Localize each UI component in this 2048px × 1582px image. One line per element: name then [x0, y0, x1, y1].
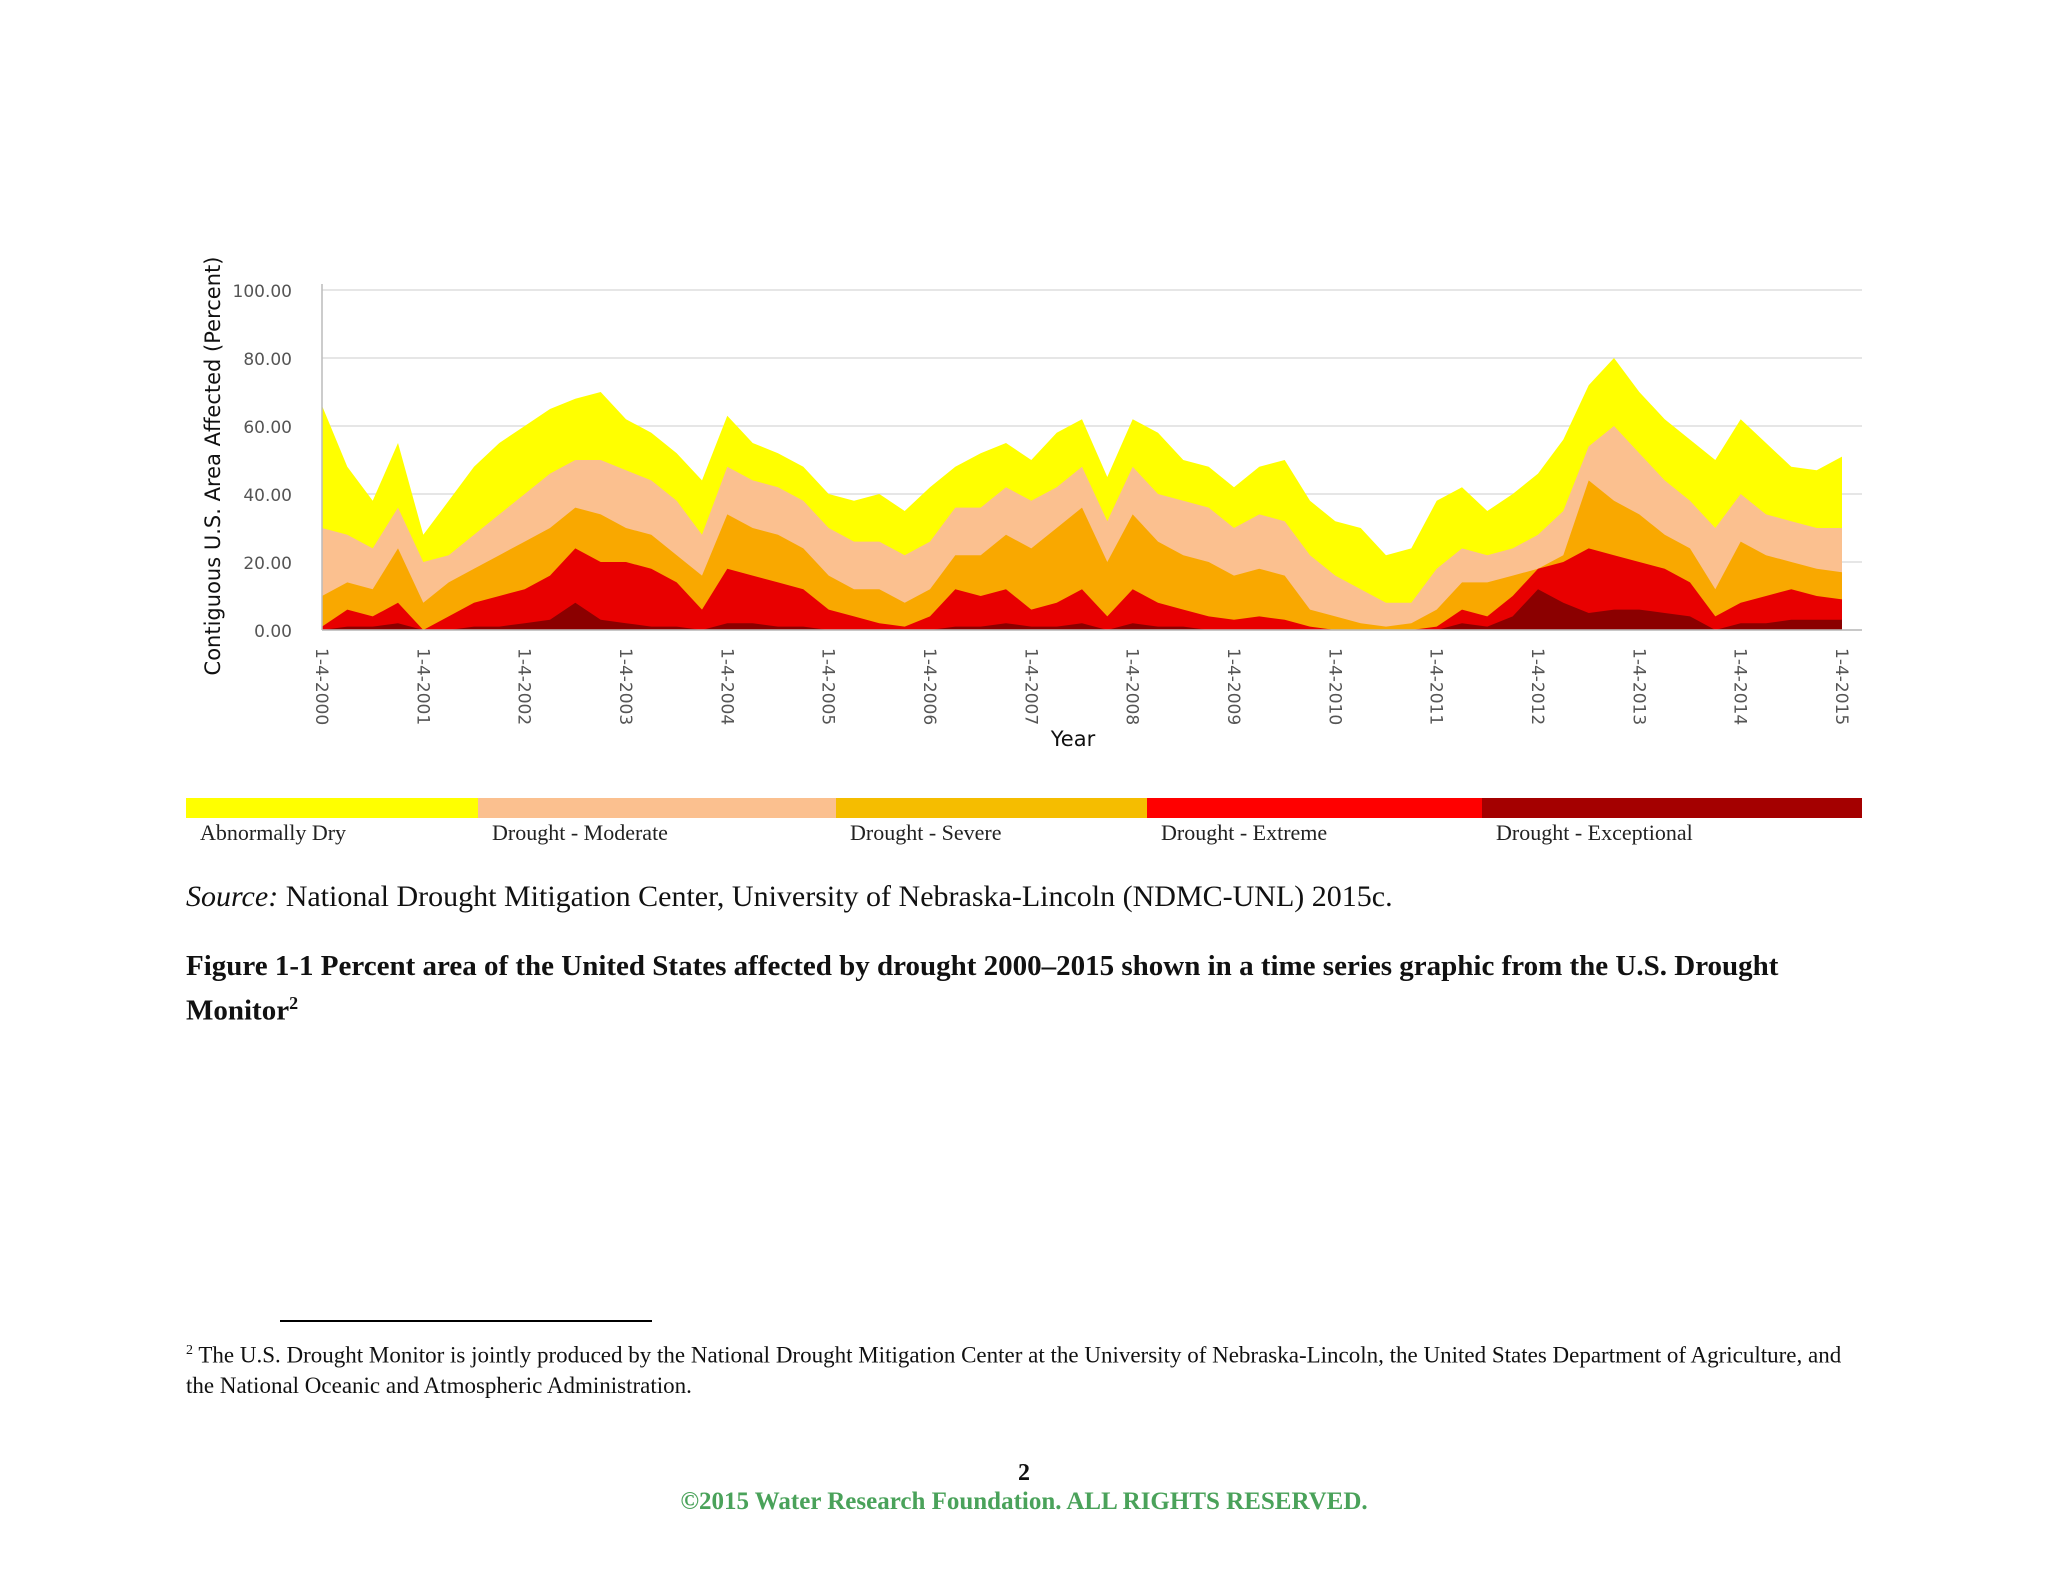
source-prefix: Source: [186, 880, 279, 913]
y-tick-labels: 0.00 20.00 40.00 60.00 80.00 100.00 [233, 282, 292, 642]
x-tick-label: 1-4-2011 [1426, 648, 1446, 725]
x-tick-label: 1-4-2005 [818, 648, 838, 725]
x-tick-label: 1-4-2014 [1730, 648, 1750, 725]
series-area-drought-extreme [322, 548, 1842, 630]
page-number: 2 [1018, 1460, 1030, 1486]
x-tick-label: 1-4-2012 [1527, 648, 1547, 725]
x-tick-label: 1-4-2007 [1020, 648, 1040, 725]
x-tick-label: 1-4-2008 [1122, 648, 1142, 725]
x-tick-label: 1-4-2000 [311, 648, 331, 725]
x-tick-label: 1-4-2001 [412, 648, 432, 725]
legend-label: Drought - Severe [850, 820, 1002, 845]
x-axis-label: Year [1050, 727, 1096, 751]
y-tick-label: 20.00 [243, 554, 292, 574]
legend-swatch [186, 798, 478, 818]
legend-label: Abnormally Dry [200, 820, 347, 845]
legend-label: Drought - Moderate [492, 820, 668, 845]
source-text: National Drought Mitigation Center, Univ… [278, 880, 1393, 913]
x-tick-label: 1-4-2015 [1831, 648, 1851, 725]
y-tick-label: 100.00 [233, 282, 292, 302]
x-tick-label: 1-4-2009 [1223, 648, 1243, 725]
legend-swatch [478, 798, 836, 818]
x-tick-label: 1-4-2013 [1628, 648, 1648, 725]
x-tick-label: 1-4-2002 [514, 648, 534, 725]
legend-swatch [1147, 798, 1482, 818]
y-tick-label: 0.00 [254, 622, 292, 642]
chart-axes [321, 284, 1862, 631]
legend-label: Drought - Exceptional [1496, 820, 1693, 845]
footnote-text: The U.S. Drought Monitor is jointly prod… [186, 1342, 1842, 1398]
legend-swatch [1482, 798, 1862, 818]
figure-caption: Figure 1-1 Percent area of the United St… [186, 948, 1886, 1030]
legend-swatch [836, 798, 1147, 818]
x-tick-label: 1-4-2010 [1324, 648, 1344, 725]
footnote: 2 The U.S. Drought Monitor is jointly pr… [186, 1336, 1866, 1401]
x-tick-label: 1-4-2004 [716, 648, 736, 725]
series-area-drought-severe [322, 480, 1842, 630]
chart-areas [322, 358, 1842, 630]
y-axis-label: Contiguous U.S. Area Affected (Percent) [201, 257, 225, 676]
y-tick-label: 80.00 [243, 350, 292, 370]
x-tick-label: 1-4-2003 [615, 648, 635, 725]
y-tick-label: 40.00 [243, 486, 292, 506]
series-area-drought-exceptional [322, 589, 1842, 630]
footnote-number: 2 [186, 1343, 193, 1358]
legend-label: Drought - Extreme [1161, 820, 1328, 845]
copyright-notice: ©2015 Water Research Foundation. ALL RIG… [680, 1488, 1368, 1515]
x-tick-labels: 1-4-2000 1-4-2001 1-4-2002 1-4-2003 1-4-2004… [311, 648, 1851, 725]
caption-footnote-ref[interactable]: 2 [289, 993, 299, 1013]
caption-text: Figure 1-1 Percent area of the United St… [186, 950, 1779, 1027]
y-tick-label: 60.00 [243, 418, 292, 438]
source-line: Source: National Drought Mitigation Cent… [186, 880, 1393, 914]
x-tick-label: 1-4-2006 [919, 648, 939, 725]
footnote-rule [280, 1320, 652, 1322]
